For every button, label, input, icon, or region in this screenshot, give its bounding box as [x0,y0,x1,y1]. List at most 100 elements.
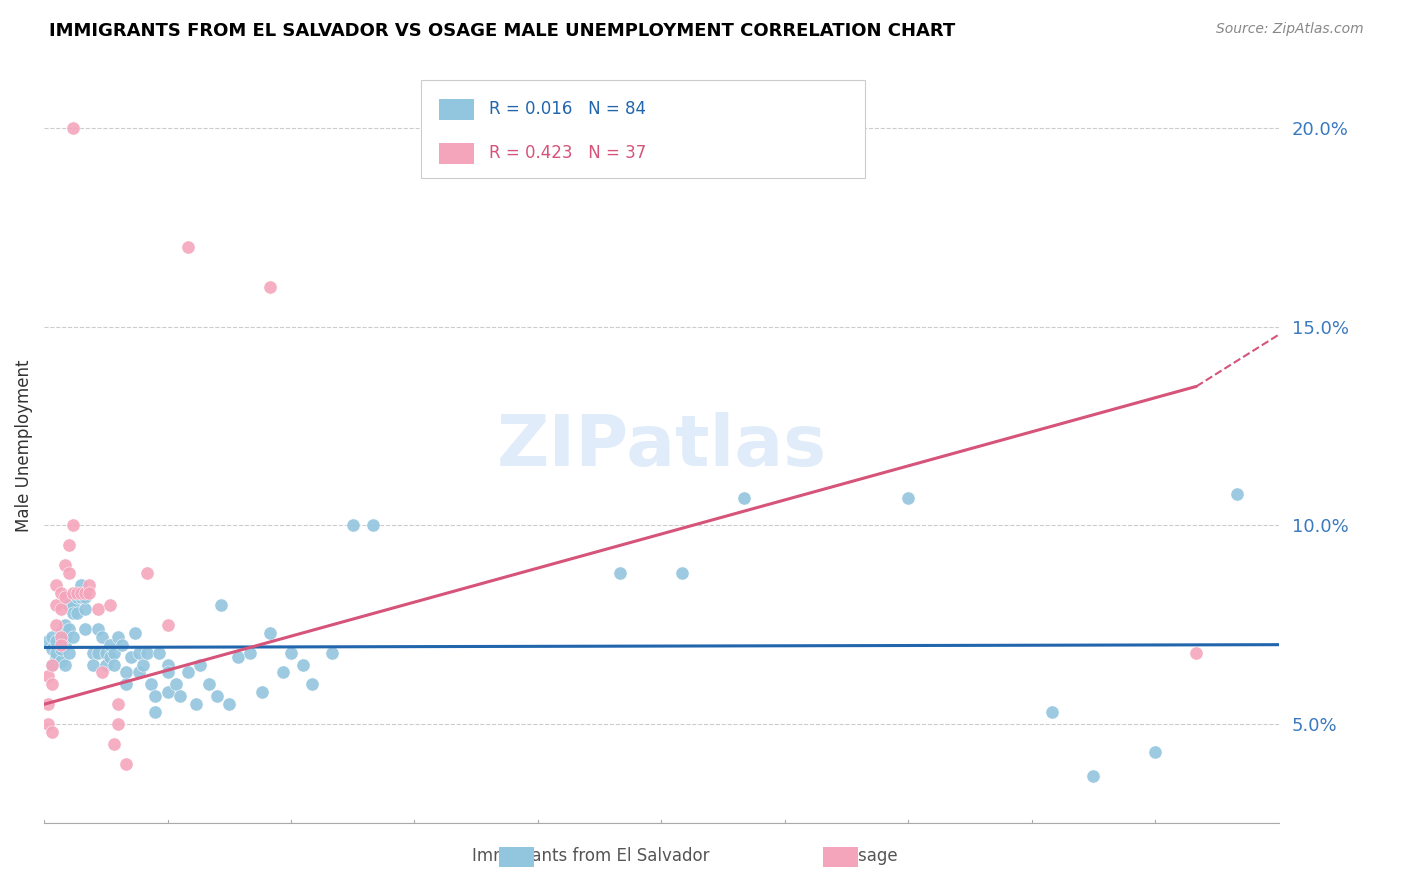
Point [169,690,191,704]
Point [75,586,97,600]
Point [58,622,80,636]
Point [41,630,63,644]
Point [128,646,150,660]
Point [45,633,67,648]
Point [156,617,179,632]
Point [45,617,67,632]
Point [733,491,755,505]
Point [156,665,179,680]
Point [363,518,385,533]
Point [209,598,232,612]
Point [226,649,249,664]
Point [75,590,97,604]
Point [139,677,162,691]
Point [62,518,84,533]
Point [128,665,150,680]
Point [45,598,67,612]
FancyBboxPatch shape [420,80,865,178]
Point [1226,486,1249,500]
Point [79,586,101,600]
Point [98,638,121,652]
Point [37,669,59,683]
Point [79,578,101,592]
Point [82,646,104,660]
Point [66,590,89,604]
Point [86,646,108,660]
Point [111,638,134,652]
Point [190,657,212,672]
Point [250,685,273,699]
Point [120,649,142,664]
Point [41,657,63,672]
Point [148,646,170,660]
Point [37,633,59,648]
Point [103,657,125,672]
Point [132,657,155,672]
Point [177,240,200,254]
Point [70,590,93,604]
Text: Immigrants from El Salvador: Immigrants from El Salvador [472,847,709,865]
Point [177,665,200,680]
Point [86,602,108,616]
Text: R = 0.016   N = 84: R = 0.016 N = 84 [488,100,645,119]
Point [86,622,108,636]
Point [94,646,117,660]
Point [259,625,281,640]
Point [41,657,63,672]
Point [136,646,159,660]
Point [292,657,315,672]
Point [107,698,129,712]
Point [280,646,302,660]
Point [49,654,72,668]
Point [37,698,59,712]
Point [271,665,294,680]
Point [186,698,208,712]
Point [143,690,166,704]
Point [62,630,84,644]
Point [70,578,93,592]
Point [49,630,72,644]
Point [75,622,97,636]
Point [301,677,323,691]
Point [45,578,67,592]
Point [143,705,166,719]
Point [53,630,76,644]
Point [107,717,129,731]
Point [136,566,159,581]
Point [53,590,76,604]
Point [156,685,179,699]
Point [70,586,93,600]
Text: ZIPatlas: ZIPatlas [496,411,827,481]
Point [49,625,72,640]
Point [321,646,343,660]
Point [62,121,84,136]
Point [75,602,97,616]
Point [82,657,104,672]
Point [115,677,138,691]
Point [103,646,125,660]
Point [1083,769,1105,783]
Point [45,649,67,664]
Point [62,606,84,620]
Point [98,649,121,664]
Text: IMMIGRANTS FROM EL SALVADOR VS OSAGE MALE UNEMPLOYMENT CORRELATION CHART: IMMIGRANTS FROM EL SALVADOR VS OSAGE MAL… [49,22,956,40]
Text: Osage: Osage [845,847,898,865]
Point [41,677,63,691]
Point [156,657,179,672]
Point [98,598,121,612]
Point [58,538,80,552]
Point [37,717,59,731]
Y-axis label: Male Unemployment: Male Unemployment [15,359,32,533]
Point [342,518,364,533]
Point [1040,705,1063,719]
Point [45,646,67,660]
Point [197,677,219,691]
Point [66,606,89,620]
Point [124,625,146,640]
Point [107,630,129,644]
Point [115,665,138,680]
Point [53,657,76,672]
Point [53,558,76,573]
Point [609,566,631,581]
FancyBboxPatch shape [439,143,474,163]
